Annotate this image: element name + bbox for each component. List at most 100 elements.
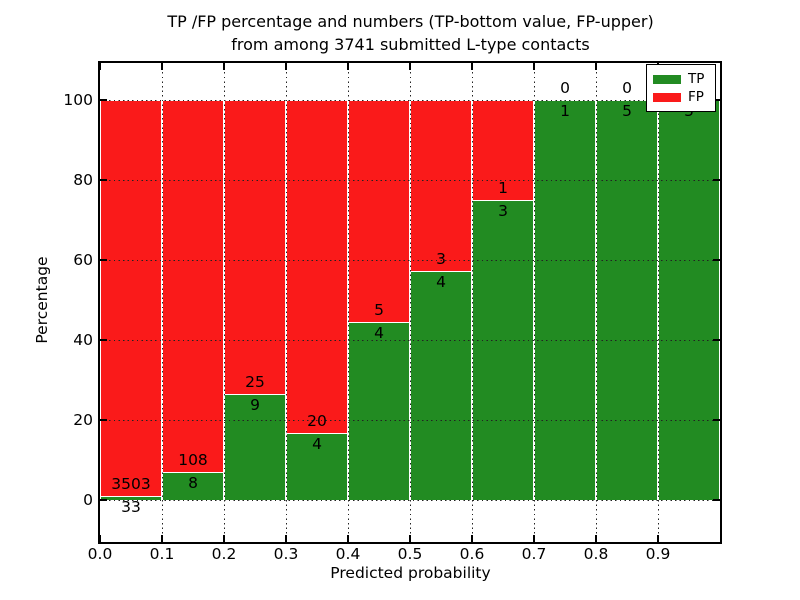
legend-entry-fp: FP <box>653 89 709 106</box>
gridline-vertical <box>472 63 474 542</box>
x-tick-mark-top <box>223 63 225 70</box>
annotation-fp-count: 5 <box>374 301 384 320</box>
chart-title-line2: from among 3741 submitted L-type contact… <box>231 35 590 54</box>
annotation-tp-count: 3 <box>498 202 508 220</box>
x-tick-mark-top <box>99 63 101 70</box>
x-tick-label: 0.7 <box>521 545 547 563</box>
x-tick-mark <box>347 535 349 542</box>
x-tick-label: 0.4 <box>335 545 361 563</box>
annotation-fp-count: 20 <box>307 412 327 431</box>
annotation-tp-count: 4 <box>312 435 322 454</box>
x-tick-label: 0.3 <box>273 545 299 563</box>
chart-title-line1: TP /FP percentage and numbers (TP-bottom… <box>167 12 654 31</box>
y-tick-mark <box>100 179 107 181</box>
annotation-fp-count: 3503 <box>111 475 151 494</box>
legend-entry-tp: TP <box>653 71 709 88</box>
y-tick-mark <box>100 99 107 101</box>
x-tick-mark <box>99 535 101 542</box>
gridline-vertical <box>596 63 598 542</box>
x-tick-label: 0.6 <box>459 545 485 563</box>
x-tick-mark <box>533 535 535 542</box>
x-tick-mark-top <box>161 63 163 70</box>
bar-segment-tp <box>659 100 719 500</box>
annotation-tp-count: 33 <box>121 498 141 517</box>
gridline-horizontal <box>100 340 720 342</box>
annotation-tp-count: 9 <box>250 396 260 415</box>
gridline-vertical <box>410 63 412 542</box>
y-tick-mark-right <box>713 419 720 421</box>
y-tick-label: 20 <box>73 411 93 429</box>
x-tick-mark-top <box>347 63 349 70</box>
bar-segment-tp <box>163 472 223 500</box>
x-tick-mark-top <box>533 63 535 70</box>
bar-segment-tp <box>473 200 533 500</box>
bar-segment-fp <box>225 100 285 395</box>
x-tick-mark-top <box>409 63 411 70</box>
annotation-tp-count: 4 <box>374 324 384 343</box>
y-tick-label: 80 <box>73 171 93 189</box>
x-tick-label: 0.9 <box>645 545 671 563</box>
x-tick-label: 0.8 <box>583 545 609 563</box>
y-tick-mark-right <box>713 339 720 341</box>
bar-segment-fp <box>411 100 471 272</box>
gridline-horizontal <box>100 260 720 262</box>
annotation-fp-count: 25 <box>245 373 265 392</box>
bar-segment-tp <box>349 322 409 500</box>
bar-segment-fp <box>473 100 533 200</box>
x-tick-label: 0.5 <box>397 545 423 563</box>
gridline-horizontal <box>100 180 720 182</box>
y-tick-mark <box>100 339 107 341</box>
annotation-tp-count: 5 <box>622 102 632 120</box>
legend-label-tp: TP <box>688 70 705 87</box>
gridline-horizontal <box>100 500 720 502</box>
annotation-fp-count: 0 <box>622 79 632 97</box>
legend-label-fp: FP <box>688 88 704 105</box>
y-axis-label: Percentage <box>33 256 51 344</box>
bar-segment-tp <box>101 496 161 500</box>
x-tick-label: 0.1 <box>149 545 175 563</box>
gridline-vertical <box>534 63 536 542</box>
bar-segment-fp <box>287 100 347 434</box>
gridline-horizontal <box>100 420 720 422</box>
x-tick-mark <box>595 535 597 542</box>
bar-segment-fp <box>101 100 161 497</box>
y-tick-mark-right <box>713 99 720 101</box>
y-tick-mark-right <box>713 179 720 181</box>
annotation-tp-count: 1 <box>560 102 570 120</box>
bar-segment-tp <box>411 271 471 500</box>
y-tick-label: 100 <box>63 91 93 109</box>
x-tick-mark <box>471 535 473 542</box>
gridline-vertical <box>658 63 660 542</box>
x-tick-mark <box>657 535 659 542</box>
y-tick-mark <box>100 419 107 421</box>
x-tick-mark <box>223 535 225 542</box>
bar-segment-tp <box>225 394 285 500</box>
fp-swatch-icon <box>653 92 681 102</box>
y-tick-mark-right <box>713 259 720 261</box>
bar-segment-tp <box>535 100 595 500</box>
y-tick-mark-right <box>713 499 720 501</box>
annotation-fp-count: 0 <box>560 79 570 97</box>
annotation-tp-count: 4 <box>436 273 446 292</box>
annotation-fp-count: 1 <box>498 179 508 197</box>
y-tick-label: 0 <box>83 491 93 509</box>
tp-swatch-icon <box>653 74 681 84</box>
gridline-vertical <box>348 63 350 542</box>
annotation-tp-count: 8 <box>188 474 198 493</box>
x-tick-mark-top <box>285 63 287 70</box>
gridline-horizontal <box>100 100 720 102</box>
y-tick-mark <box>100 259 107 261</box>
gridline-vertical <box>162 63 164 542</box>
x-tick-mark-top <box>471 63 473 70</box>
legend-box: TP FP <box>646 64 716 112</box>
annotation-fp-count: 108 <box>178 451 208 470</box>
y-tick-mark <box>100 499 107 501</box>
annotation-fp-count: 3 <box>436 250 446 269</box>
bar-segment-fp <box>349 100 409 323</box>
x-tick-label: 0.0 <box>87 545 113 563</box>
x-tick-mark <box>285 535 287 542</box>
y-tick-label: 60 <box>73 251 93 269</box>
x-axis-label: Predicted probability <box>330 564 491 582</box>
x-tick-mark-top <box>595 63 597 70</box>
